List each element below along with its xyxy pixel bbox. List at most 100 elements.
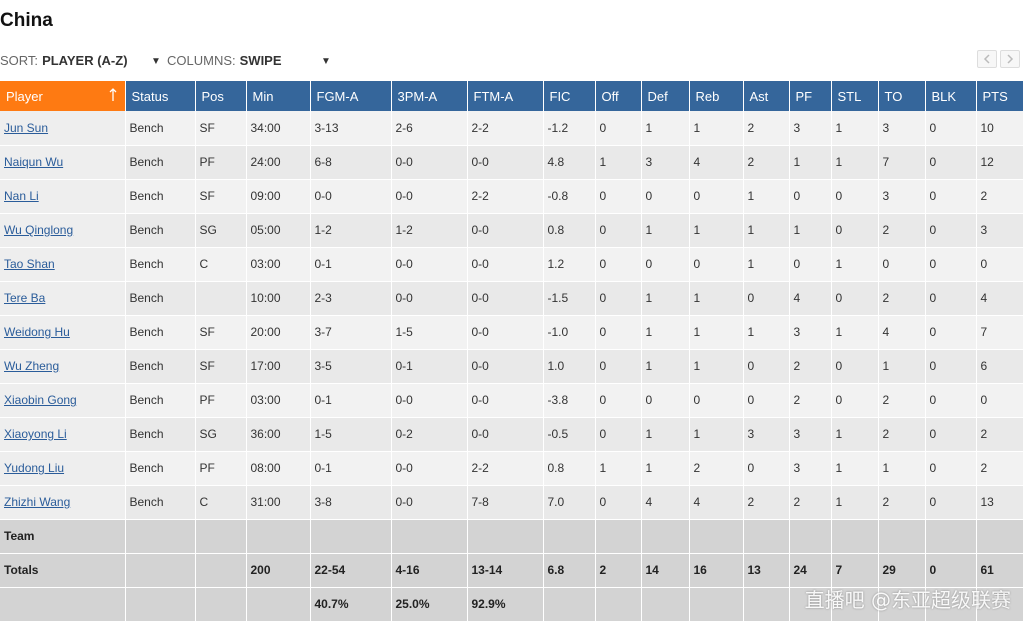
column-header-fic[interactable]: FIC [543, 81, 596, 111]
stat-cell-blk: 0 [925, 417, 977, 452]
stat-cell-pts: 0 [976, 247, 1023, 282]
stat-cell-status: Bench [125, 179, 196, 214]
stat-cell-def: 3 [641, 145, 690, 180]
stat-cell-fic: 4.8 [543, 145, 596, 180]
totals-reb: 16 [689, 553, 744, 588]
table-row: Wu Zheng Bench SF 17:00 3-5 0-1 0-0 1.0 0 1 1 0 2 0 1 0… [0, 349, 1023, 384]
columns-value[interactable]: SWIPE [239, 53, 282, 68]
columns-label: COLUMNS: [167, 53, 236, 68]
stat-cell-blk: 0 [925, 315, 977, 350]
stat-cell-reb: 0 [689, 247, 744, 282]
totals-ast: 13 [743, 553, 790, 588]
stat-cell-pos: PF [195, 383, 247, 418]
player-name-link[interactable]: Wu Zheng [4, 359, 60, 373]
stat-cell-min: 31:00 [246, 485, 311, 520]
stat-cell-status: Bench [125, 451, 196, 486]
stat-cell-ast: 2 [743, 111, 790, 146]
stat-cell-to: 0 [878, 247, 926, 282]
table-row: Yudong Liu Bench PF 08:00 0-1 0-0 2-2 0.8 1 1 2 0 3 1… [0, 451, 1023, 486]
chevron-right-icon[interactable] [1000, 50, 1020, 68]
column-header-status[interactable]: Status [125, 81, 196, 111]
column-header-reb[interactable]: Reb [689, 81, 744, 111]
stat-cell-pos: PF [195, 145, 247, 180]
stat-cell-pts: 7 [976, 315, 1023, 350]
watermark: 直播吧 @东亚超级联赛 [804, 588, 1011, 612]
caret-down-icon[interactable]: ▼ [151, 56, 161, 67]
column-header-to[interactable]: TO [878, 81, 926, 111]
stat-cell-off: 0 [595, 111, 642, 146]
player-cell: Wu Qinglong [0, 213, 126, 248]
sort-value[interactable]: PLAYER (A-Z) [42, 53, 128, 68]
column-header-ftm-a[interactable]: FTM-A [467, 81, 544, 111]
column-header-def[interactable]: Def [641, 81, 690, 111]
player-name-link[interactable]: Xiaobin Gong [4, 393, 77, 407]
stat-cell-def: 4 [641, 485, 690, 520]
stat-cell-def: 1 [641, 451, 690, 486]
sort-control[interactable]: SORT: PLAYER (A-Z) [0, 53, 128, 68]
stat-cell-fgm: 0-1 [310, 247, 392, 282]
stat-cell-ast: 1 [743, 213, 790, 248]
stat-cell-ftm: 0-0 [467, 247, 544, 282]
totals-pts: 61 [976, 553, 1023, 588]
player-name-link[interactable]: Nan Li [4, 189, 39, 203]
column-header-pos[interactable]: Pos [195, 81, 247, 111]
player-name-link[interactable]: Tere Ba [4, 291, 46, 305]
stat-cell-fic: -1.0 [543, 315, 596, 350]
column-header-player[interactable]: Player [0, 81, 126, 111]
caret-down-icon[interactable]: ▼ [321, 56, 331, 67]
stat-cell-tpm: 0-2 [391, 417, 468, 452]
player-name-link[interactable]: Zhizhi Wang [4, 495, 71, 509]
table-row: Tere Ba Bench 10:00 2-3 0-0 0-0 -1.5 0 1 1 0 4 0 2 0 4 [0, 281, 1023, 316]
player-name-link[interactable]: Weidong Hu [4, 325, 70, 339]
player-name-link[interactable]: Wu Qinglong [4, 223, 74, 237]
stat-cell-ftm: 0-0 [467, 281, 544, 316]
stat-cell-reb: 1 [689, 417, 744, 452]
player-name-link[interactable]: Xiaoyong Li [4, 427, 67, 441]
sort-label: SORT: [0, 53, 39, 68]
player-cell: Xiaoyong Li [0, 417, 126, 452]
player-name-link[interactable]: Naiqun Wu [4, 155, 64, 169]
team-title: China [0, 10, 53, 31]
stat-cell-fgm: 0-1 [310, 383, 392, 418]
column-header-pts[interactable]: PTS [976, 81, 1023, 111]
stat-cell-pts: 2 [976, 451, 1023, 486]
stat-cell-def: 1 [641, 213, 690, 248]
stat-cell-min: 10:00 [246, 281, 311, 316]
stat-cell-ftm: 0-0 [467, 315, 544, 350]
stat-cell-ast: 2 [743, 485, 790, 520]
player-name-link[interactable]: Tao Shan [4, 257, 55, 271]
column-header-blk[interactable]: BLK [925, 81, 977, 111]
stat-cell-reb: 1 [689, 349, 744, 384]
columns-control[interactable]: COLUMNS: SWIPE [167, 53, 282, 68]
stat-cell-ast: 0 [743, 383, 790, 418]
stat-cell-reb: 1 [689, 281, 744, 316]
column-header-fgm-a[interactable]: FGM-A [310, 81, 392, 111]
stat-cell-pts: 3 [976, 213, 1023, 248]
chevron-left-icon[interactable] [977, 50, 997, 68]
totals-to: 29 [878, 553, 926, 588]
table-row: Weidong Hu Bench SF 20:00 3-7 1-5 0-0 -1.0 0 1 1 1 3… [0, 315, 1023, 350]
totals-fic: 6.8 [543, 553, 596, 588]
stat-cell-stl: 0 [831, 383, 879, 418]
player-cell: Jun Sun [0, 111, 126, 146]
stat-cell-tpm: 0-0 [391, 281, 468, 316]
stat-cell-ftm: 2-2 [467, 111, 544, 146]
column-header-min[interactable]: Min [246, 81, 311, 111]
column-header-ast[interactable]: Ast [743, 81, 790, 111]
column-header-off[interactable]: Off [595, 81, 642, 111]
player-cell: Tere Ba [0, 281, 126, 316]
column-header-pf[interactable]: PF [789, 81, 832, 111]
player-name-link[interactable]: Yudong Liu [4, 461, 65, 475]
stat-cell-ftm: 0-0 [467, 213, 544, 248]
stat-cell-to: 3 [878, 179, 926, 214]
stat-cell-tpm: 0-0 [391, 179, 468, 214]
stat-cell-off: 0 [595, 315, 642, 350]
stat-cell-ftm: 0-0 [467, 383, 544, 418]
table-row: Jun Sun Bench SF 34:00 3-13 2-6 2-2 -1.2 0 1 1 2 3 1 3… [0, 111, 1023, 146]
column-header-stl[interactable]: STL [831, 81, 879, 111]
column-header-3pm-a[interactable]: 3PM-A [391, 81, 468, 111]
stat-cell-min: 05:00 [246, 213, 311, 248]
player-name-link[interactable]: Jun Sun [4, 120, 49, 135]
team-row: Team [0, 519, 1023, 554]
stat-cell-def: 1 [641, 315, 690, 350]
